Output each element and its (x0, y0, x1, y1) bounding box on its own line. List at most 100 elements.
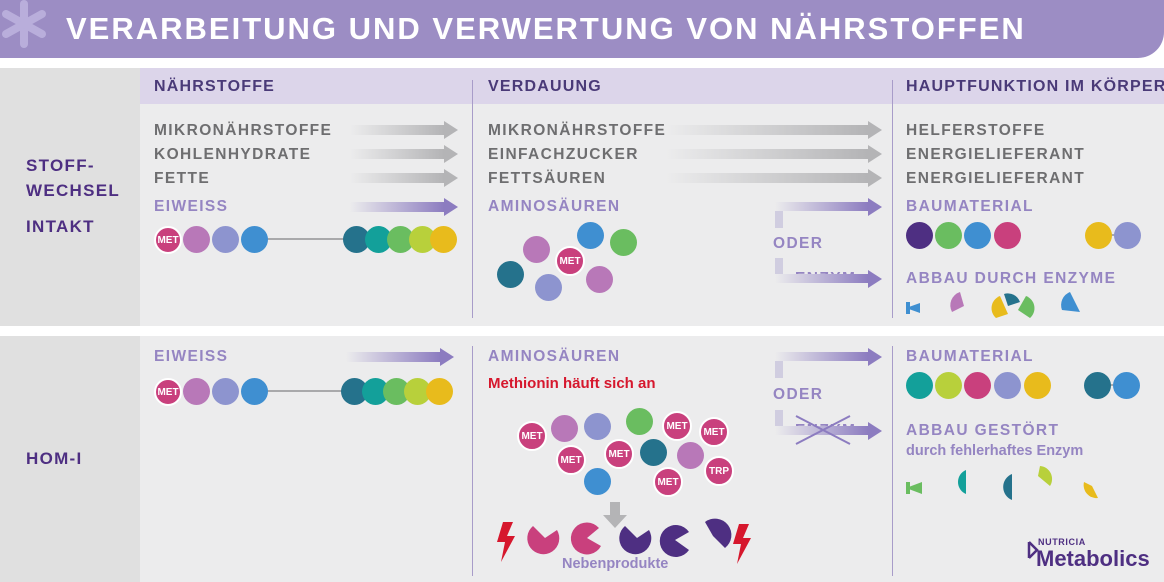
amino-acid-circle (212, 378, 239, 405)
function-label: Energielieferant (906, 146, 1086, 163)
column-header-naehrstoffe: Nährstoffe (154, 78, 276, 95)
amino-acid-circle (906, 372, 933, 399)
divider (472, 80, 473, 318)
fragment-icon (906, 466, 1098, 500)
met-molecule: MET (662, 411, 692, 441)
amino-acid-circle (241, 378, 268, 405)
row2-label-band (0, 336, 140, 582)
amino-acid-circle (935, 372, 962, 399)
met-molecule: MET (604, 439, 634, 469)
met-molecule: MET (653, 467, 683, 497)
amino-acid-circle (1113, 372, 1140, 399)
pacman-icon (527, 518, 732, 557)
met-molecule: MET (556, 445, 586, 475)
function-label: Energielieferant (906, 170, 1086, 187)
oder-label: oder (773, 386, 824, 403)
arrow-icon (350, 121, 882, 288)
amino-acid-circle (551, 415, 578, 442)
abbau-label: Abbau gestört (906, 422, 1060, 439)
broken-fragments (906, 466, 1098, 500)
cross-out-icon (795, 415, 851, 445)
amino-acid-circle (964, 372, 991, 399)
nebenprodukte-label: Nebenprodukte (562, 556, 669, 572)
nutrient-label: Fette (154, 170, 211, 187)
column-header-bar (140, 68, 1164, 104)
asterisk-icon (2, 0, 46, 48)
abbau-sub-label: durch fehlerhaftes Enzym (906, 443, 1084, 459)
column-header-hauptfunktion: Hauptfunktion im Körper (906, 78, 1164, 95)
met-molecule: MET (154, 226, 182, 254)
row-label-line3: intakt (26, 217, 95, 236)
oder-label: oder (773, 235, 824, 252)
nutricia-logo-icon (1027, 541, 1039, 559)
nutrient-label: Kohlenhydrate (154, 146, 312, 163)
amino-acid-circle (626, 408, 653, 435)
peptide-bond (265, 238, 355, 240)
nutrient-label: Eiweiss (154, 198, 229, 215)
amino-acid-circle (584, 413, 611, 440)
amino-acid-circle (497, 261, 524, 288)
amino-acid-circle (535, 274, 562, 301)
divider (892, 80, 893, 318)
row1-panel (140, 68, 1164, 326)
amino-acid-circle (994, 372, 1021, 399)
digestion-label: Aminosäuren (488, 198, 621, 215)
row-label-line2: wechsel (26, 181, 121, 200)
met-molecule: MET (154, 378, 182, 406)
amino-acid-circle (610, 229, 637, 256)
brand-small: NUTRICIA (1038, 537, 1086, 547)
abbau-label: Abbau durch Enzyme (906, 270, 1117, 287)
row-label-line1: Stoff- (26, 156, 95, 175)
digestion-label: Mikronährstoffe (488, 122, 667, 139)
digestion-label: Einfachzucker (488, 146, 639, 163)
met-molecule: MET (517, 421, 547, 451)
met-molecule: MET (555, 246, 585, 276)
arrow-icon (346, 348, 882, 528)
methionin-note: Methionin häuft sich an (488, 375, 656, 392)
amino-acid-circle (212, 226, 239, 253)
nutrient-label: Eiweiss (154, 348, 229, 365)
nutrient-label: Mikronährstoffe (154, 122, 333, 139)
amino-acid-circle (183, 226, 210, 253)
amino-acid-circle (430, 226, 457, 253)
byproducts (497, 518, 751, 564)
peptide-bond (265, 390, 355, 392)
column-header-verdauung: Verdauung (488, 78, 602, 95)
met-molecule: MET (699, 417, 729, 447)
amino-acid-circle (584, 468, 611, 495)
amino-acid-circle (523, 236, 550, 263)
function-label: Baumaterial (906, 348, 1034, 365)
amino-acid-circle (964, 222, 991, 249)
amino-acid-circle (1024, 372, 1051, 399)
function-label: Helferstoffe (906, 122, 1046, 139)
amino-acid-circle (906, 222, 933, 249)
amino-acid-circle (935, 222, 962, 249)
brand-logo: Metabolics (1036, 546, 1150, 571)
digestion-label: Aminosäuren (488, 348, 621, 365)
divider (472, 346, 473, 576)
amino-acid-circle (1114, 222, 1141, 249)
amino-acid-circle (1085, 222, 1112, 249)
trp-molecule: TRP (704, 456, 734, 486)
degraded-fragments (906, 292, 1080, 318)
amino-acid-circle (1084, 372, 1111, 399)
divider (892, 346, 893, 576)
function-label: Baumaterial (906, 198, 1034, 215)
digestion-label: Fettsäuren (488, 170, 607, 187)
row1-label-band (0, 68, 140, 326)
page-title: Verarbeitung und Verwertung von Nährstof… (66, 11, 1026, 46)
amino-acid-circle (577, 222, 604, 249)
fragment-icon (906, 292, 1080, 318)
amino-acid-circle (640, 439, 667, 466)
amino-acid-circle (426, 378, 453, 405)
lightning-icon (497, 522, 751, 564)
row-label-homi: HoM-I (26, 449, 83, 468)
amino-acid-circle (183, 378, 210, 405)
title-banner: Verarbeitung und Verwertung von Nährstof… (0, 0, 1164, 58)
amino-acid-circle (241, 226, 268, 253)
amino-acid-circle (994, 222, 1021, 249)
amino-acid-circle (586, 266, 613, 293)
amino-acid-circle (677, 442, 704, 469)
